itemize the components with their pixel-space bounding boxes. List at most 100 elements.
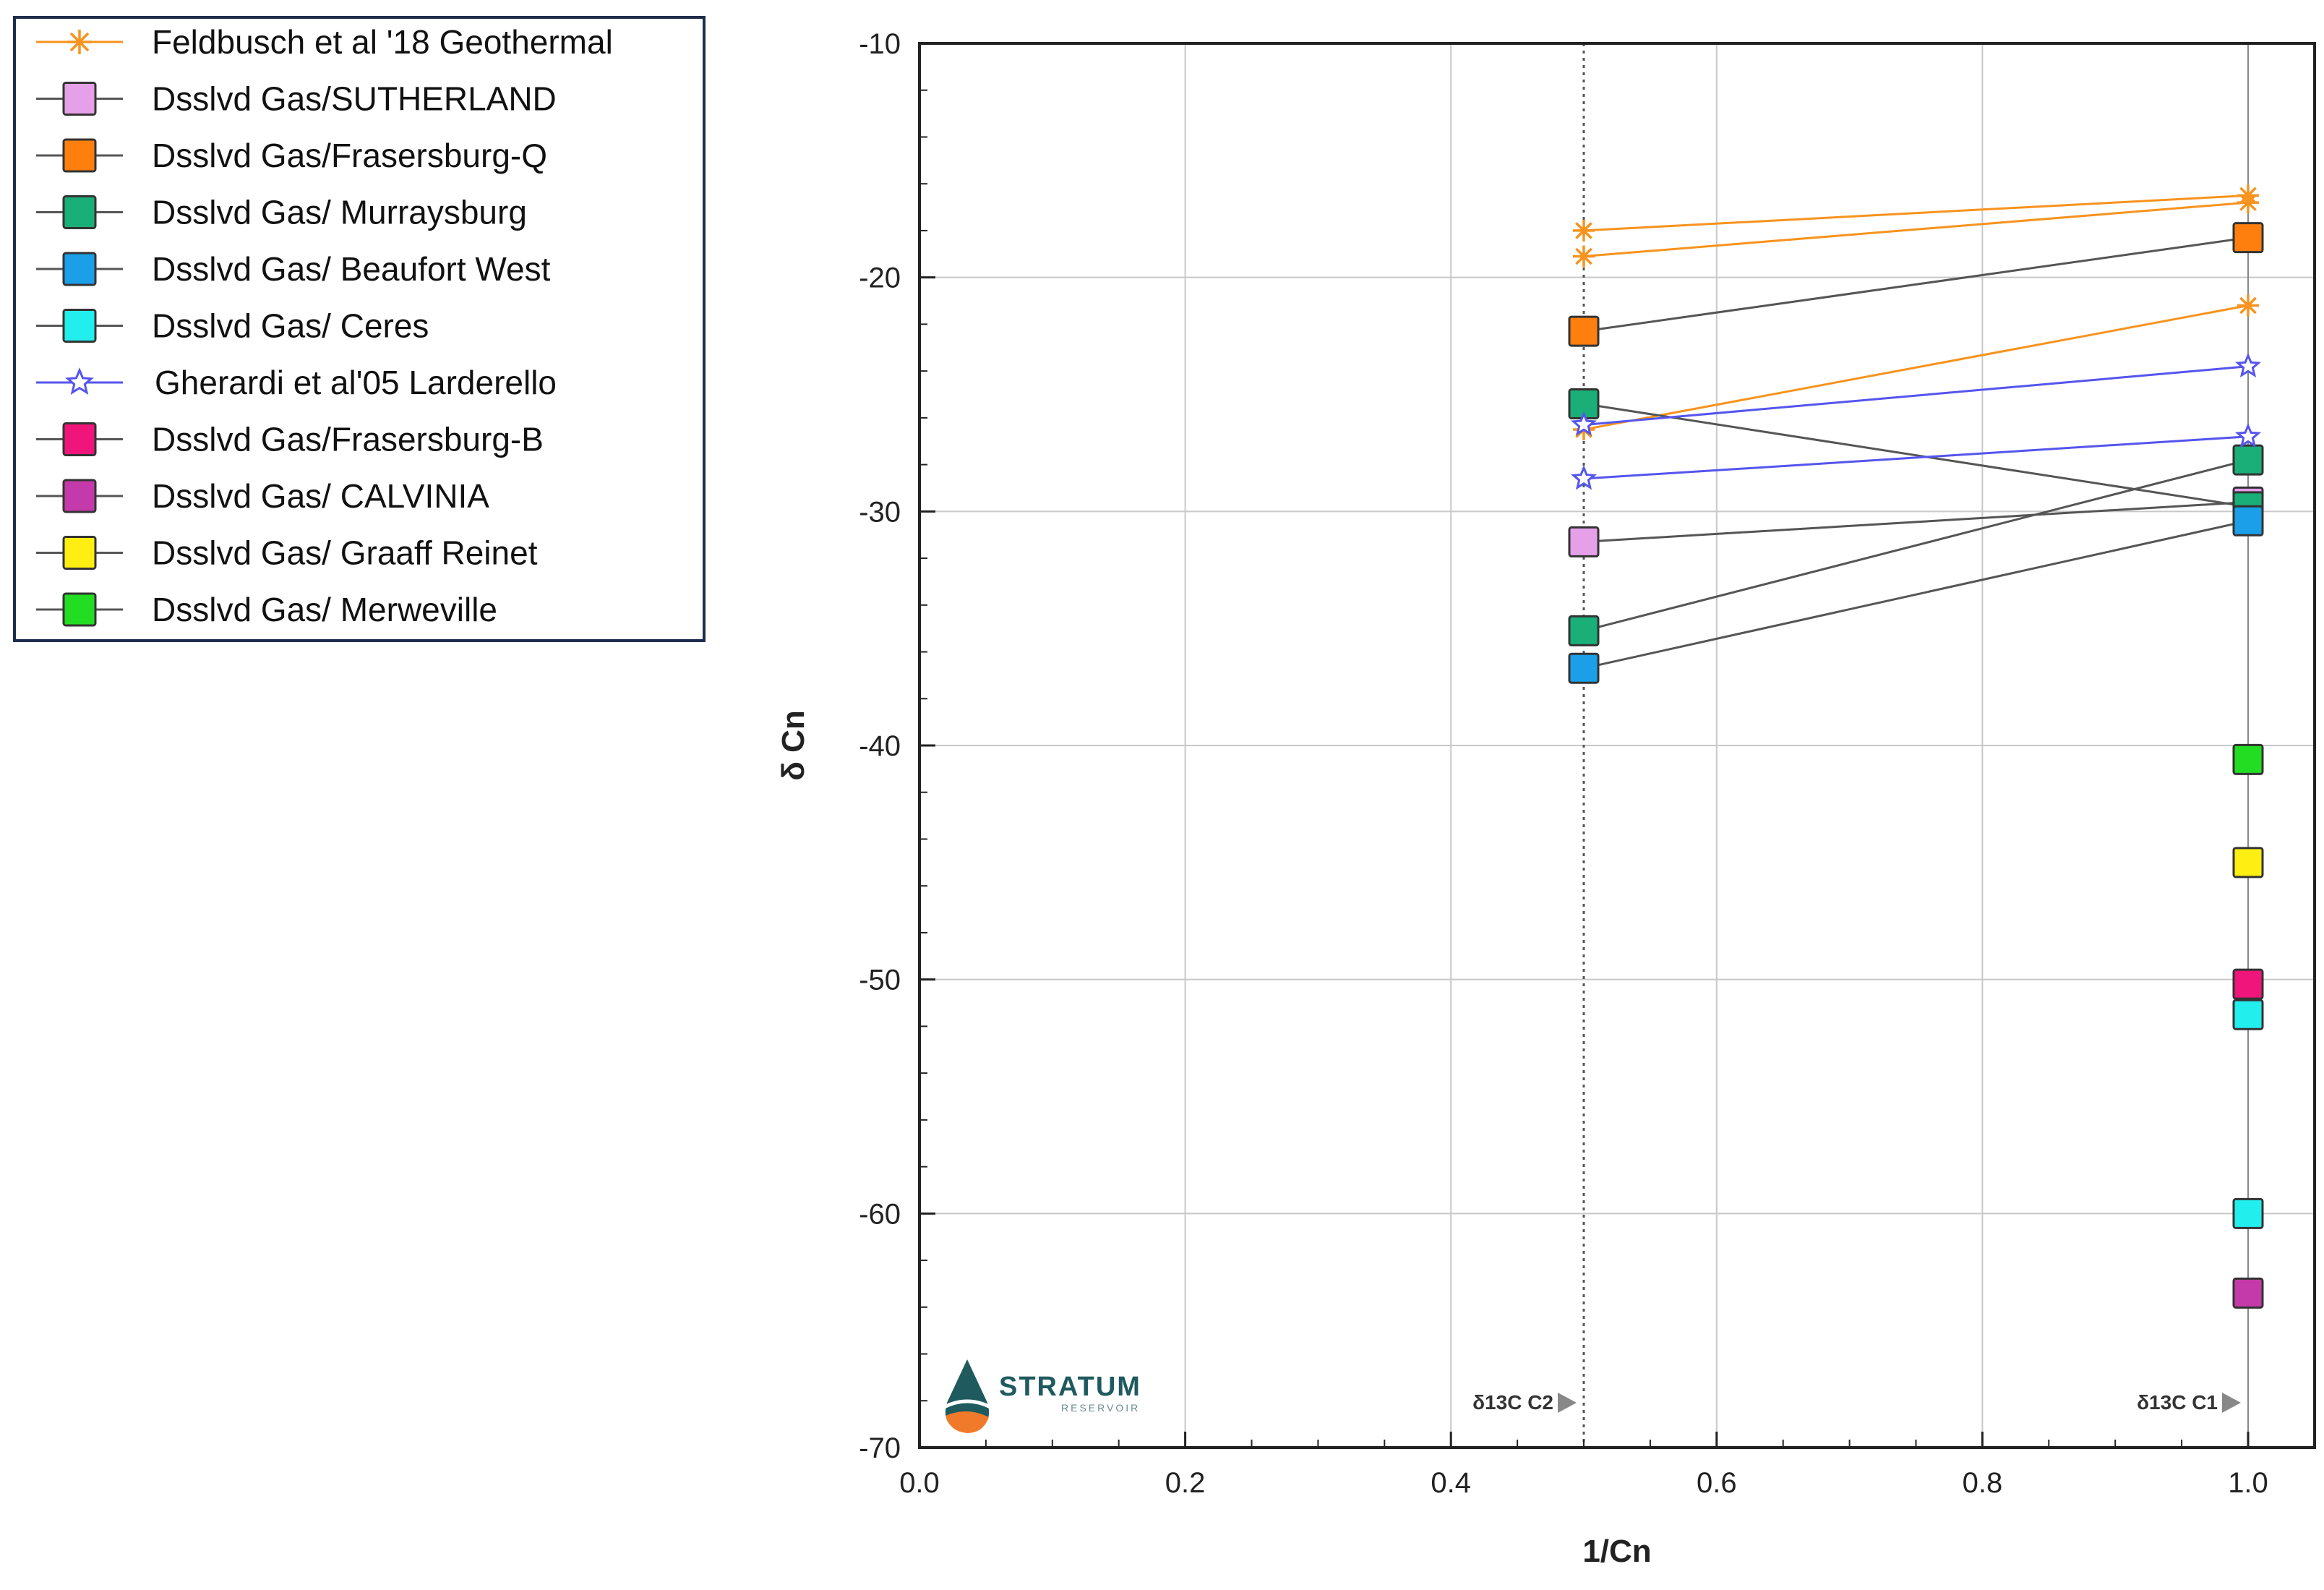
data-point [2232,222,2264,254]
data-point [1568,615,1600,646]
y-axis-title: δ Cn [776,710,811,781]
data-point [2232,1277,2264,1309]
series-lines [1583,194,2249,670]
legend-item: Dsslvd Gas/ Ceres [36,307,429,345]
data-point [2232,1197,2264,1229]
data-point [1573,219,1595,242]
data-point [62,252,97,286]
data-point [1573,245,1595,268]
data-point [2232,847,2264,879]
legend-item: Gherardi et al'05 Larderello [36,364,557,401]
data-point [2234,352,2262,377]
reference-arrow-icon [1558,1393,1577,1413]
series-line [1583,435,2249,480]
data-point [65,367,94,395]
data-point [62,536,97,570]
legend-label: Dsslvd Gas/Frasersburg-Q [152,137,547,174]
data-point [2237,294,2259,317]
data-point [2234,422,2262,448]
asterisk-stroke [1575,222,1592,239]
legend-item: Dsslvd Gas/Frasersburg-B [36,421,544,458]
y-tick-label: -50 [859,965,901,996]
legend-item: Dsslvd Gas/Frasersburg-Q [36,137,547,174]
reference-line-label: δ13C C1 [2137,1391,2218,1414]
y-tick-label: -20 [859,262,901,294]
axis-ticks: 0.0 0.2 0.4 0.6 0.8 1.0 -10 -20 -30 -40 -50 -60 -70 [859,28,2268,1499]
data-point [62,479,97,513]
series-line [1583,458,2249,632]
logo-sub: RESERVOIR [1061,1402,1140,1414]
x-tick-label: 0.0 [899,1467,940,1499]
data-point [62,138,97,173]
series-line [1583,365,2249,427]
x-tick-label: 0.2 [1165,1467,1206,1499]
y-tick-label: -10 [859,28,901,60]
data-point [1568,652,1600,684]
asterisk-stroke [69,32,90,52]
series-line [1583,201,2249,258]
legend-item: Dsslvd Gas/ Beaufort West [36,250,551,288]
legend-label: Gherardi et al'05 Larderello [155,364,557,401]
legend-label: Feldbusch et al '18 Geothermal [152,23,613,61]
data-point [1568,315,1600,347]
data-point [62,592,97,627]
reference-line-label: δ13C C2 [1472,1391,1553,1414]
logo-wave-icon [946,1411,989,1433]
data-point [62,82,97,116]
series-line [1583,236,2249,333]
legend-label: Dsslvd Gas/ Merweville [152,591,497,628]
legend-item: Dsslvd Gas/ Murraysburg [36,194,527,231]
legend-item: Dsslvd Gas/ CALVINIA [36,477,489,515]
series-line [1583,500,2249,543]
data-point [2232,505,2264,537]
legend-frame [13,16,706,642]
data-point [2237,192,2259,214]
legend-item: Feldbusch et al '18 Geothermal [36,23,613,61]
data-point [67,30,92,54]
legend-label: Dsslvd Gas/ Beaufort West [152,250,551,288]
legend-label: Dsslvd Gas/Frasersburg-B [152,421,544,458]
legend-label: Dsslvd Gas/ Ceres [152,307,429,345]
data-point [2232,968,2264,1000]
legend-label: Dsslvd Gas/ Graaff Reinet [152,534,538,572]
y-tick-label: -70 [859,1432,901,1464]
legend-label: Dsslvd Gas/ Murraysburg [152,194,527,231]
data-point [2232,999,2264,1030]
data-point [1570,411,1598,436]
x-tick-label: 0.6 [1697,1467,1737,1499]
legend-label: Dsslvd Gas/ CALVINIA [152,477,489,515]
data-point [62,422,97,456]
y-tick-label: -40 [859,730,901,762]
asterisk-stroke [1575,247,1592,265]
asterisk-stroke [2239,296,2257,315]
stratum-logo: STRATUM RESERVOIR [943,1359,1141,1433]
reference-arrow-icon [2222,1393,2241,1413]
x-tick-label: 0.4 [1431,1467,1471,1499]
x-tick-label: 1.0 [2228,1467,2268,1499]
data-point [62,195,97,229]
plot-area: δ13C C2 δ13C C1 0.0 0.2 0.4 0.6 0.8 1.0 -10 -20 -… [859,28,2316,1499]
legend-item: Dsslvd Gas/ Merweville [36,591,497,628]
series-line [1583,519,2249,670]
series-line [1583,194,2249,232]
x-tick-label: 0.8 [1963,1467,2003,1499]
series-line [1583,402,2249,508]
data-point [1568,526,1600,557]
data-point [2232,444,2264,476]
data-point [1570,465,1598,490]
y-tick-label: -30 [859,496,901,528]
y-tick-label: -60 [859,1198,901,1230]
x-axis-title: 1/Cn [1582,1534,1651,1569]
data-point [2232,743,2264,775]
data-point [62,309,97,343]
legend-item: Dsslvd Gas/SUTHERLAND [36,80,557,118]
legend: Feldbusch et al '18 Geothermal Dsslvd Gas… [13,16,706,642]
series-markers [1568,184,2264,1309]
legend-label: Dsslvd Gas/SUTHERLAND [152,80,557,118]
series-line [1583,304,2249,431]
asterisk-stroke [2239,194,2257,211]
legend-item: Dsslvd Gas/ Graaff Reinet [36,534,538,572]
logo-name: STRATUM [999,1372,1141,1402]
logo-stripe-icon [943,1399,992,1409]
